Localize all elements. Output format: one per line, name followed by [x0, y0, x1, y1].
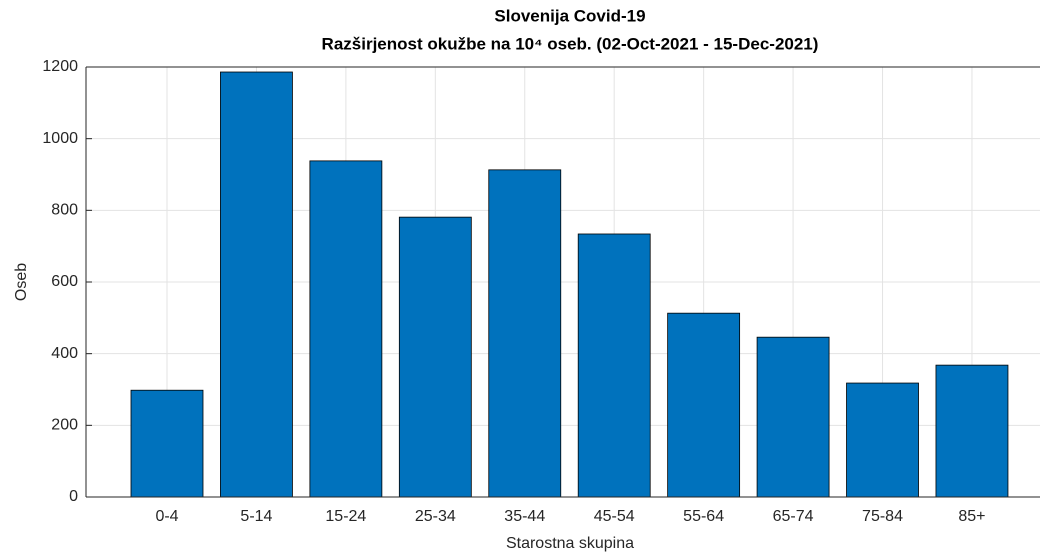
x-tick-label: 55-64 [683, 508, 724, 525]
y-tick-label: 400 [51, 345, 78, 362]
y-tick-label: 1000 [42, 130, 78, 147]
bar [756, 336, 830, 498]
bar [309, 160, 383, 498]
x-tick-label: 85+ [958, 508, 985, 525]
x-axis-label: Starostna skupina [506, 535, 634, 552]
x-tick-label: 35-44 [504, 508, 545, 525]
bar [846, 382, 919, 498]
y-tick-label: 600 [51, 273, 78, 290]
bar [398, 216, 472, 498]
chart-subtitle: Razširjenost okužbe na 10⁴ oseb. (02-Oct… [322, 34, 819, 53]
y-tick-label: 800 [51, 202, 78, 219]
x-tick-label: 65-74 [773, 508, 814, 525]
y-tick-label: 1200 [42, 58, 78, 75]
y-tick-label: 200 [51, 417, 78, 434]
x-tick-label: 0-4 [155, 508, 178, 525]
chart-title: Slovenija Covid-19 [494, 6, 645, 25]
y-axis-label: Oseb [13, 263, 30, 301]
bar [130, 389, 204, 498]
x-tick-label: 75-84 [862, 508, 903, 525]
bar [220, 71, 293, 498]
x-tick-label: 5-14 [240, 508, 272, 525]
bar [577, 233, 651, 498]
bar [935, 364, 1009, 498]
y-tick-label: 0 [69, 488, 78, 505]
bar [488, 169, 562, 498]
bar [667, 312, 741, 498]
x-tick-label: 45-54 [594, 508, 635, 525]
x-tick-label: 25-34 [415, 508, 456, 525]
x-tick-label: 15-24 [325, 508, 366, 525]
